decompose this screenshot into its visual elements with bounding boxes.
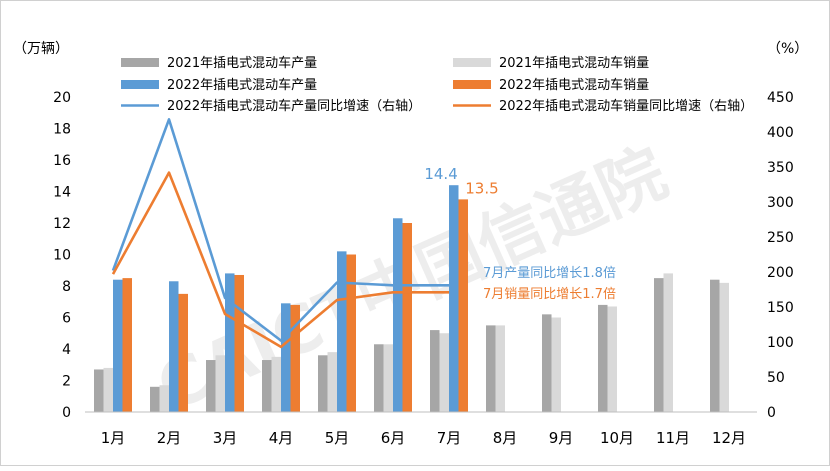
right-axis-tick-label: 100 <box>767 335 794 351</box>
bar <box>393 218 403 412</box>
x-axis-tick-label: 6月 <box>381 429 406 447</box>
bar <box>281 303 291 412</box>
bar <box>449 185 459 412</box>
series-line <box>111 118 449 342</box>
x-axis-tick-label: 11月 <box>656 429 690 447</box>
left-axis-tick-label: 10 <box>53 248 71 264</box>
x-axis-tick-label: 3月 <box>213 429 238 447</box>
left-axis-unit: （万辆） <box>13 41 69 57</box>
legend-entry: 2022年插电式混动车产量 <box>167 77 317 93</box>
left-axis-tick-label: 12 <box>53 216 71 232</box>
bar <box>234 274 244 412</box>
left-axis-tick-label: 4 <box>62 342 71 358</box>
legend: 2021年插电式混动车产量 2021年插电式混动车销量 2022年插电式混动车产量 2… <box>121 55 753 114</box>
annotation-text: 7月产量同比增长1.8倍 <box>483 266 616 281</box>
bar <box>159 385 169 412</box>
right-axis-tick-label: 50 <box>767 370 785 386</box>
x-axis-tick-label: 5月 <box>325 429 350 447</box>
data-label: 14.4 <box>424 165 457 183</box>
bar <box>206 360 216 412</box>
data-label: 13.5 <box>465 179 498 197</box>
right-axis-unit: （%） <box>767 41 808 57</box>
bar <box>551 317 561 412</box>
right-axis-tick-label: 300 <box>767 195 794 211</box>
lines-layer <box>111 118 449 349</box>
right-axis-tick-label: 450 <box>767 90 794 106</box>
bar <box>374 344 384 412</box>
x-axis-tick-label: 10月 <box>600 429 634 447</box>
x-axis-tick-label: 9月 <box>549 429 574 447</box>
legend-entry: 2021年插电式混动车销量 <box>499 55 649 71</box>
left-axis-tick-label: 20 <box>53 90 71 106</box>
legend-entry: 2022年插电式混动车销量 <box>499 77 649 93</box>
bar <box>430 330 440 412</box>
bar <box>607 306 617 412</box>
bar <box>542 314 552 412</box>
legend-swatch <box>121 58 159 67</box>
right-axis-tick-label: 400 <box>767 125 794 141</box>
left-axis-tick-label: 6 <box>62 311 71 327</box>
bar <box>383 344 393 412</box>
bar <box>439 333 449 412</box>
legend-entry: 2022年插电式混动车产量同比增速（右轴） <box>167 98 421 114</box>
left-axis-tick-label: 14 <box>53 185 71 201</box>
bar <box>346 254 356 412</box>
left-axis-tick-label: 0 <box>62 405 71 421</box>
x-axis-tick-label: 12月 <box>712 429 746 447</box>
bar <box>337 251 347 412</box>
bar <box>458 199 468 412</box>
bar <box>178 293 188 412</box>
left-axis-tick-label: 16 <box>53 153 71 169</box>
bar <box>710 279 720 412</box>
bar <box>225 273 235 412</box>
legend-entry: 2022年插电式混动车销量同比增速（右轴） <box>499 98 753 114</box>
labels-layer: 14.4 13.5 7月产量同比增长1.8倍 7月销量同比增长1.7倍 <box>424 165 616 302</box>
legend-swatch <box>453 80 491 89</box>
bar <box>486 325 496 412</box>
legend-swatch <box>453 58 491 67</box>
right-axis-tick-label: 200 <box>767 265 794 281</box>
bar <box>169 281 179 412</box>
bar <box>318 355 328 412</box>
bar <box>719 282 729 412</box>
axes-layer: （万辆） （%）024681012141618200501001502002503… <box>13 41 808 447</box>
left-axis-tick-label: 18 <box>53 122 71 138</box>
x-axis-tick-label: 4月 <box>269 429 294 447</box>
annotation-text: 7月销量同比增长1.7倍 <box>483 287 616 302</box>
bar <box>495 325 505 412</box>
bar <box>402 223 412 412</box>
legend-entry: 2021年插电式混动车产量 <box>167 55 317 71</box>
x-axis-tick-label: 1月 <box>101 429 126 447</box>
bar <box>654 278 664 412</box>
bar <box>150 386 160 412</box>
bar <box>122 278 132 412</box>
bar <box>103 367 113 412</box>
right-axis-tick-label: 350 <box>767 160 794 176</box>
right-axis-tick-label: 0 <box>767 405 776 421</box>
bar <box>271 356 281 412</box>
x-axis-tick-label: 8月 <box>493 429 518 447</box>
bar <box>215 355 225 412</box>
left-axis-tick-label: 8 <box>62 279 71 295</box>
left-axis-tick-label: 2 <box>62 374 71 390</box>
bars-layer <box>94 185 729 412</box>
right-axis-tick-label: 250 <box>767 230 794 246</box>
right-axis-tick-label: 150 <box>767 300 794 316</box>
series-line <box>111 171 449 349</box>
x-axis-tick-label: 2月 <box>157 429 182 447</box>
bar <box>598 304 608 412</box>
bar <box>94 369 104 412</box>
bar <box>663 273 673 412</box>
bar <box>262 360 272 412</box>
legend-swatch <box>121 80 159 89</box>
bar <box>113 279 123 412</box>
bar <box>290 304 300 412</box>
x-axis-tick-label: 7月 <box>437 429 462 447</box>
bar <box>327 352 337 412</box>
